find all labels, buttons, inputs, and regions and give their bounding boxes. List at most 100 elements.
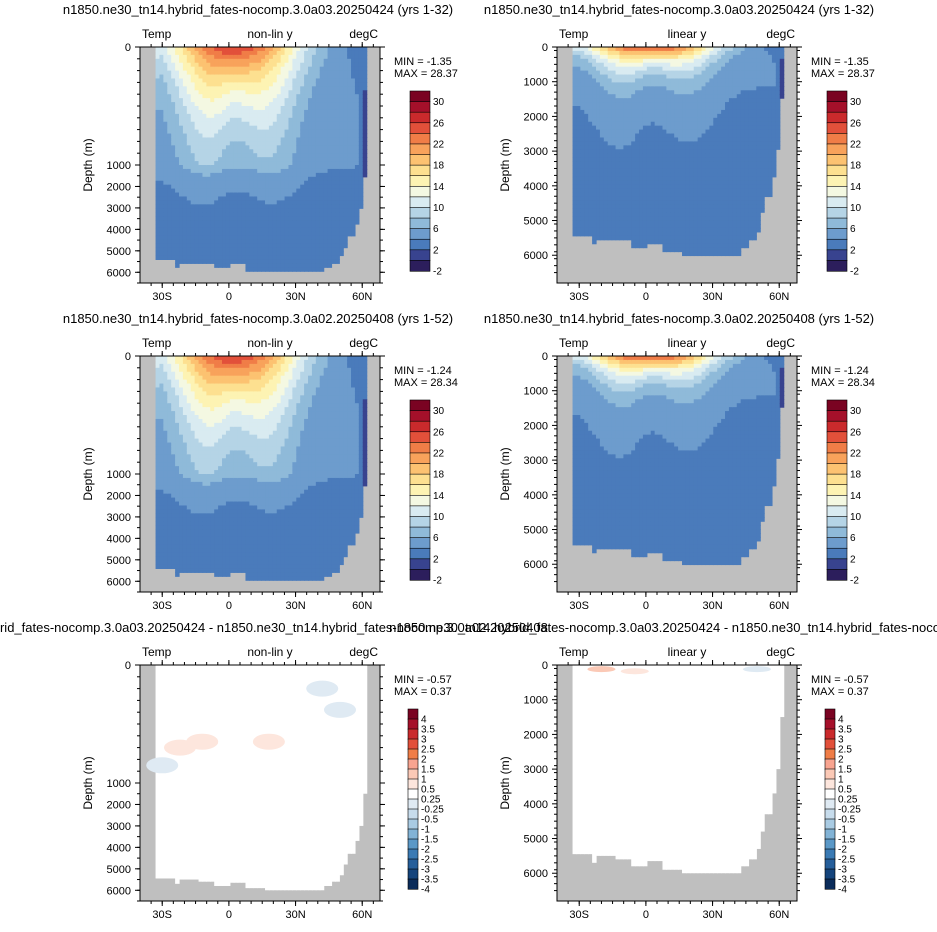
ocean-cell [639,137,644,142]
ocean-cell [218,196,223,201]
ocean-cell [323,243,329,249]
ocean-cell [202,78,207,83]
ocean-cell [175,66,180,72]
ocean-cell [276,113,282,119]
ocean-cell [701,121,707,127]
ocean-cell [670,145,675,150]
ocean-cell [697,192,703,198]
ocean-cell [276,227,282,233]
ocean-cell [623,235,628,241]
ocean-cell [233,161,239,166]
ocean-cell [167,78,172,83]
ocean-cell [642,165,648,170]
ocean-cell [206,227,211,233]
ocean-cell [241,161,247,166]
ocean-cell [689,145,695,150]
ocean-cell [300,161,305,166]
ocean-cell [229,172,235,178]
ocean-cell [343,184,348,190]
ocean-cell [292,224,297,229]
ocean-cell [276,239,282,245]
ocean-cell [222,47,227,52]
ocean-cell [265,239,270,245]
ocean-cell [284,109,290,115]
ocean-cell [210,161,215,166]
ocean-cell [265,212,270,217]
ocean-cell [588,82,593,87]
ocean-cell [229,113,235,119]
ocean-cell [272,172,278,178]
ocean-cell [627,82,632,87]
ocean-cell [233,149,239,154]
ocean-cell [662,86,667,91]
ocean-cell [358,196,364,201]
ocean-cell [674,235,679,241]
ocean-cell [354,66,360,72]
ocean-cell [343,54,348,60]
ocean-cell [584,168,589,174]
ocean-cell [678,98,683,103]
ocean-cell [347,78,352,83]
ocean-cell [155,106,161,111]
ocean-cell [210,54,215,60]
ocean-cell [658,149,664,154]
ocean-cell [210,94,215,99]
ocean-cell [674,196,679,201]
ocean-cell [241,200,247,205]
ocean-cell [304,251,309,257]
ocean-cell [701,125,707,131]
ocean-cell [163,165,168,170]
ocean-cell [284,188,290,194]
ocean-cell [650,129,656,135]
ocean-cell [292,161,297,166]
ocean-cell [214,90,219,95]
ocean-cell [642,90,648,95]
ocean-cell [646,161,652,166]
ocean-cell [705,58,710,64]
ocean-cell [666,172,671,178]
ocean-cell [358,117,364,123]
ocean-cell [284,50,290,56]
ocean-cell [268,74,274,80]
ocean-cell [654,161,660,166]
ocean-cell [693,239,699,245]
ocean-cell [249,113,254,119]
ocean-cell [358,54,364,60]
ocean-cell [666,153,671,158]
ocean-cell [175,227,180,233]
ocean-cell [280,231,286,237]
ocean-cell [229,220,235,225]
ocean-cell [713,216,718,221]
ocean-cell [662,165,667,170]
ocean-cell [580,184,585,190]
ocean-cell [222,86,227,91]
ocean-cell [206,204,211,209]
ocean-cell [261,98,266,103]
ocean-cell [685,102,691,107]
ocean-cell [214,50,219,56]
ocean-cell [572,212,578,217]
ocean-cell [323,141,329,146]
ocean-cell [358,172,364,178]
ocean-cell [351,106,356,111]
ocean-cell [304,212,309,217]
ocean-cell [631,224,636,229]
ocean-cell [210,66,215,72]
ocean-cell [685,133,691,139]
ocean-cell [202,98,207,103]
ocean-cell [268,66,274,72]
ocean-cell [206,149,211,154]
ocean-cell [588,54,593,60]
ocean-cell [186,235,192,241]
ocean-cell [284,255,290,260]
ocean-cell [167,235,172,241]
ocean-cell [619,106,624,111]
ocean-cell [631,153,636,158]
ocean-cell [218,224,223,229]
ocean-cell [682,98,687,103]
ocean-cell [599,137,605,142]
ocean-cell [623,117,628,123]
ocean-cell [163,224,168,229]
ocean-cell [210,149,215,154]
ocean-cell [650,200,656,205]
